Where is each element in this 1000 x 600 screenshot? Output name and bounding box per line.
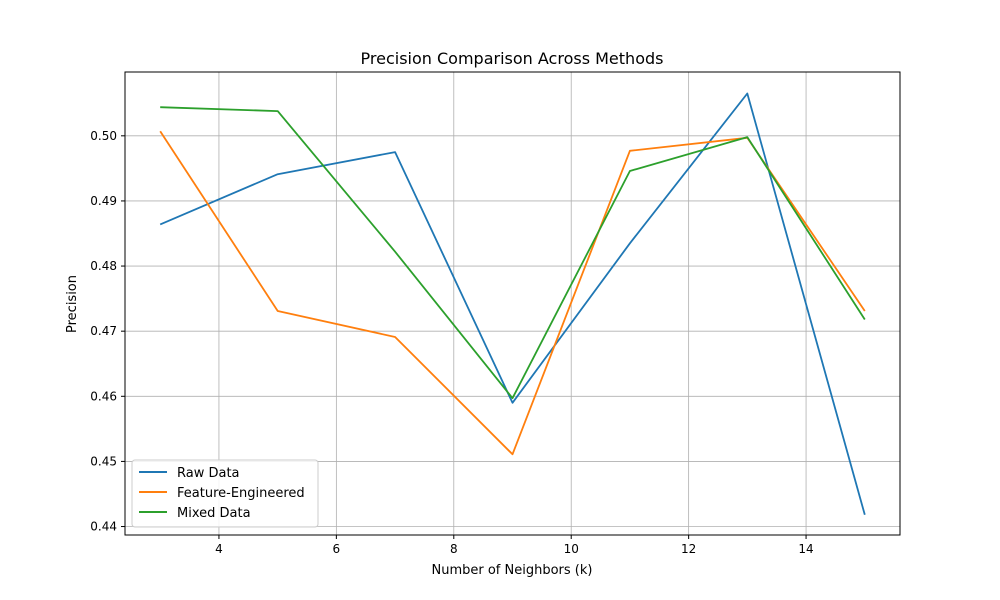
y-tick-label: 0.47: [90, 324, 117, 338]
x-axis-title: Number of Neighbors (k): [432, 563, 593, 578]
x-tick-label: 10: [564, 542, 579, 556]
chart-title: Precision Comparison Across Methods: [361, 49, 664, 68]
y-tick-label: 0.45: [90, 454, 117, 468]
x-tick-label: 6: [333, 542, 341, 556]
x-tick-label: 8: [450, 542, 458, 556]
legend-label-raw-data: Raw Data: [177, 466, 240, 481]
y-tick-label: 0.50: [90, 129, 117, 143]
y-tick-label: 0.48: [90, 259, 117, 273]
legend-label-mixed-data: Mixed Data: [177, 506, 251, 521]
y-axis: 0.44 0.45 0.46 0.47 0.48 0.49 0.50: [90, 129, 125, 534]
x-tick-label: 4: [215, 542, 223, 556]
series-lines: [159, 92, 866, 516]
legend-label-feature-engineered: Feature-Engineered: [177, 486, 305, 501]
series-line-mixed-data: [160, 106, 866, 400]
y-tick-label: 0.49: [90, 194, 117, 208]
y-tick-label: 0.44: [90, 520, 117, 534]
legend: Raw Data Feature-Engineered Mixed Data: [131, 459, 319, 528]
legend-box: [131, 459, 319, 528]
x-tick-label: 14: [798, 542, 813, 556]
series-line-raw-data: [159, 92, 866, 516]
plot-frame: [124, 71, 901, 536]
y-axis-title: Precision: [65, 275, 80, 333]
x-tick-label: 12: [681, 542, 696, 556]
x-axis: 4 6 8 10 12 14: [215, 535, 814, 556]
y-tick-label: 0.46: [90, 389, 117, 403]
